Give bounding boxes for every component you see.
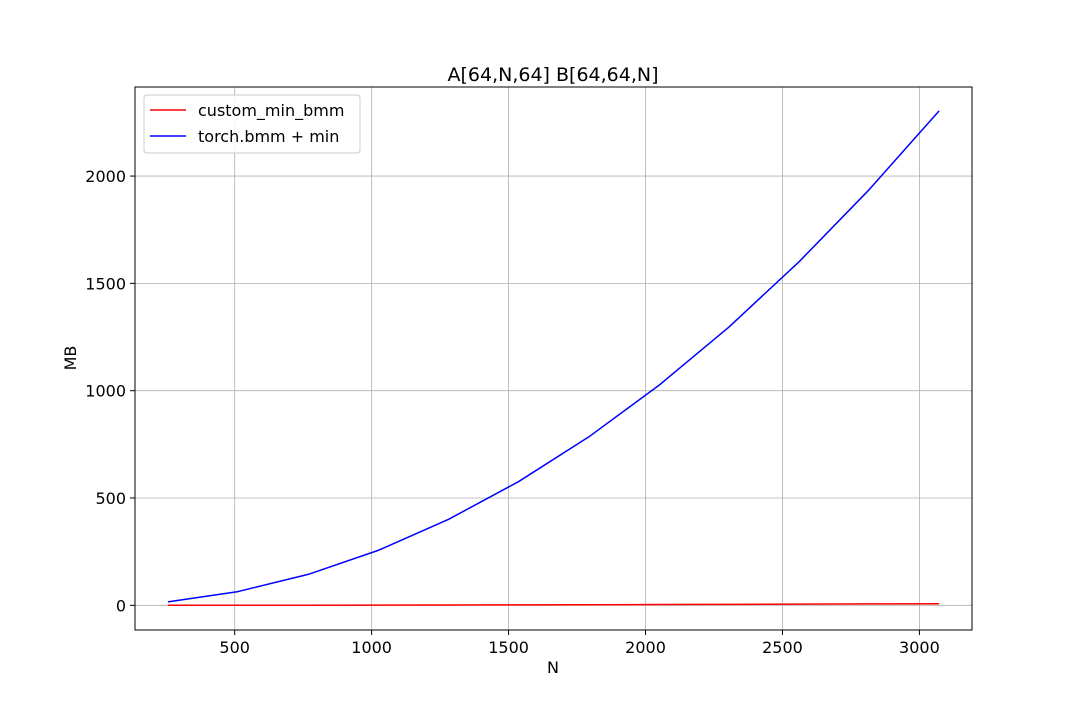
series-layer <box>167 110 940 607</box>
x-tick-label: 3000 <box>899 638 940 657</box>
series-line-1 <box>167 602 940 607</box>
grid <box>135 87 972 630</box>
y-tick-label: 1500 <box>85 274 126 293</box>
x-axis-label: N <box>547 658 559 677</box>
legend-label-2: torch.bmm + min <box>198 127 339 146</box>
legend: custom_min_bmm torch.bmm + min <box>143 94 361 154</box>
legend-label-1: custom_min_bmm <box>198 101 344 121</box>
chart-title: A[64,N,64] B[64,64,N] <box>447 64 658 86</box>
y-axis-label: MB <box>61 346 80 371</box>
x-tick-label: 2500 <box>762 638 803 657</box>
x-tick-label: 1500 <box>488 638 529 657</box>
x-tick-label: 1000 <box>351 638 392 657</box>
y-tick-label: 0 <box>116 596 126 615</box>
y-axis-ticks: 0 500 1000 1500 2000 <box>85 167 135 615</box>
x-tick-label: 2000 <box>625 638 666 657</box>
y-tick-label: 2000 <box>85 167 126 186</box>
legend-box <box>143 94 361 154</box>
plot-area-frame <box>134 86 973 631</box>
y-tick-label: 1000 <box>85 382 126 401</box>
series-line-2 <box>167 110 940 603</box>
x-axis-ticks: 500 1000 1500 2000 2500 3000 <box>219 630 940 657</box>
x-tick-label: 500 <box>219 638 250 657</box>
y-tick-label: 500 <box>95 489 126 508</box>
